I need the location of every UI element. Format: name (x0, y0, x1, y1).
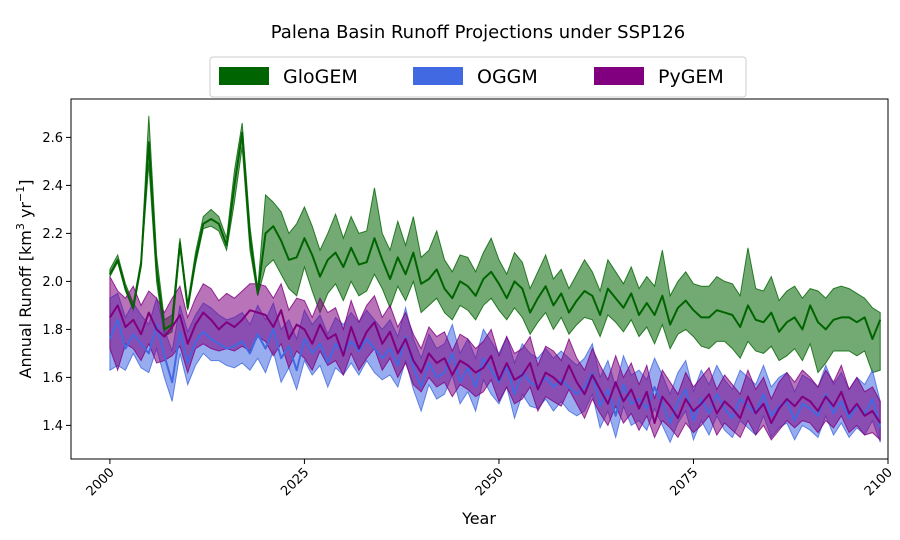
y-axis-label-sup1: 3 (14, 223, 27, 230)
y-axis-label-main: Annual Runoff [km (16, 230, 35, 378)
line-glogem (109, 131, 882, 340)
legend: GloGEM OGGM PyGEM (209, 56, 747, 98)
x-axis-label: Year (461, 509, 496, 528)
y-tick-label-1.8: 1.8 (42, 323, 63, 338)
plot-frame (70, 98, 889, 460)
legend-swatch-pygem (594, 67, 644, 85)
series-lines (108, 131, 882, 429)
legend-swatch-oggm (413, 67, 463, 85)
legend-label-glogem: GloGEM (283, 66, 358, 88)
y-tick-label-1.4: 1.4 (42, 419, 63, 434)
y-tick-label-1.6: 1.6 (42, 371, 63, 386)
y-tick-label-2.4: 2.4 (42, 179, 63, 194)
band-glogem (109, 115, 881, 374)
y-axis-label-sup2: −1 (14, 186, 27, 202)
chart-title: Palena Basin Runoff Projections under SS… (271, 22, 685, 43)
y-tick-label-2.2: 2.2 (42, 227, 63, 242)
y-tick-label-2.6: 2.6 (42, 131, 63, 146)
y-axis-label: Annual Runoff [km3 yr−1] (14, 180, 35, 379)
legend-label-pygem: PyGEM (658, 66, 724, 88)
line-pygem (109, 304, 882, 424)
line-oggm (108, 318, 882, 429)
y-axis-label-mid: yr (16, 202, 35, 224)
y-tick-label-2: 2.0 (42, 275, 63, 290)
legend-swatch-glogem (219, 67, 269, 85)
y-axis-label-end: ] (16, 180, 35, 186)
y-axis: 1.4 1.6 1.8 2.0 2.2 2.4 2.6 (42, 131, 71, 434)
legend-label-oggm: OGGM (477, 66, 538, 88)
